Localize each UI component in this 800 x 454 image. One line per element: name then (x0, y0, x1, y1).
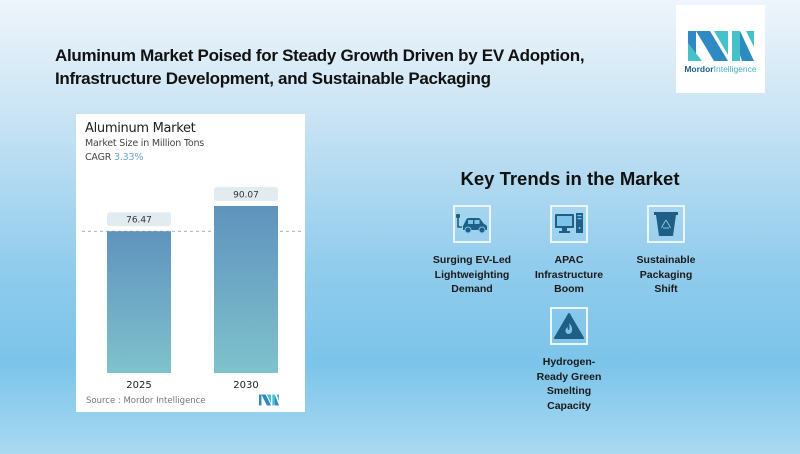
mini-logo-icon (259, 394, 279, 406)
logo-brand-bold: Mordor (684, 64, 714, 74)
trend-sustainable-packaging: Sustainable Packaging Shift (611, 205, 721, 297)
trend-label-line: Smelting (546, 385, 592, 397)
trend-label-line: APAC (554, 254, 584, 266)
chart-title: Aluminum Market (85, 121, 196, 136)
trend-icon-box (550, 307, 588, 345)
value-label: 90.07 (233, 191, 259, 201)
headline: Aluminum Market Poised for Steady Growth… (55, 44, 655, 90)
chart-cagr: CAGR 3.33% (85, 152, 143, 163)
trend-icon-box (453, 205, 491, 243)
x-tick-label: 2025 (126, 380, 151, 391)
cagr-value: 3.33% (113, 152, 144, 163)
logo-text: MordorIntelligence (684, 64, 756, 74)
hydrogen-flame-warning-icon (554, 313, 584, 339)
trend-ev-lightweighting: Surging EV-Led Lightweighting Demand (417, 205, 527, 297)
cagr-label: CAGR (85, 152, 112, 163)
x-tick-label: 2030 (233, 380, 258, 391)
trend-label-line: Hydrogen- (542, 356, 596, 368)
trend-icon-box (647, 205, 685, 243)
trend-label-line: Shift (654, 283, 678, 295)
value-label-bg (214, 187, 278, 201)
bar-chart: 76.47 2025 90.07 2030 (82, 187, 301, 391)
trend-label-line: Ready Green (536, 370, 602, 383)
trend-label-line: Demand (451, 283, 493, 295)
trend-label: Sustainable Packaging Shift (611, 253, 721, 297)
ev-car-charging-icon (456, 214, 487, 234)
mordor-intelligence-logo: MordorIntelligence (676, 5, 765, 93)
desktop-computer-icon (555, 213, 583, 233)
chart-subtitle: Market Size in Million Tons (85, 138, 205, 149)
trend-label-line: Sustainable (636, 254, 696, 266)
bar-2025 (107, 231, 171, 373)
mordor-logo-icon (687, 31, 754, 61)
recycle-bin-icon (654, 212, 678, 236)
trend-label-line: Packaging (639, 268, 693, 281)
trends-title: Key Trends in the Market (460, 168, 680, 189)
headline-line-2: Infrastructure Development, and Sustaina… (55, 69, 491, 88)
trend-label: Surging EV-Led Lightweighting Demand (417, 253, 527, 297)
chart-card: Aluminum Market Market Size in Million T… (76, 114, 305, 412)
trend-label-line: Boom (554, 283, 584, 295)
source-note: Source : Mordor Intelligence (86, 396, 206, 406)
trend-label-line: Lightweighting (434, 268, 510, 281)
trend-apac-infrastructure: APAC Infrastructure Boom (514, 205, 624, 297)
trend-label-line: Capacity (547, 399, 591, 412)
logo-brand-light: Intelligence (713, 64, 757, 74)
value-label: 76.47 (126, 216, 152, 226)
headline-line-1: Aluminum Market Poised for Steady Growth… (55, 46, 585, 65)
value-label-bg (107, 212, 171, 227)
trend-label-line: Surging EV-Led (432, 254, 512, 266)
trend-icon-box (550, 205, 588, 243)
trend-label-line: Infrastructure (534, 268, 604, 281)
trend-hydrogen-smelting: Hydrogen- Ready Green Smelting Capacity (514, 307, 624, 413)
trend-label: Hydrogen- Ready Green Smelting Capacity (514, 355, 624, 413)
trend-label: APAC Infrastructure Boom (514, 253, 624, 297)
bar-2030 (214, 206, 278, 373)
